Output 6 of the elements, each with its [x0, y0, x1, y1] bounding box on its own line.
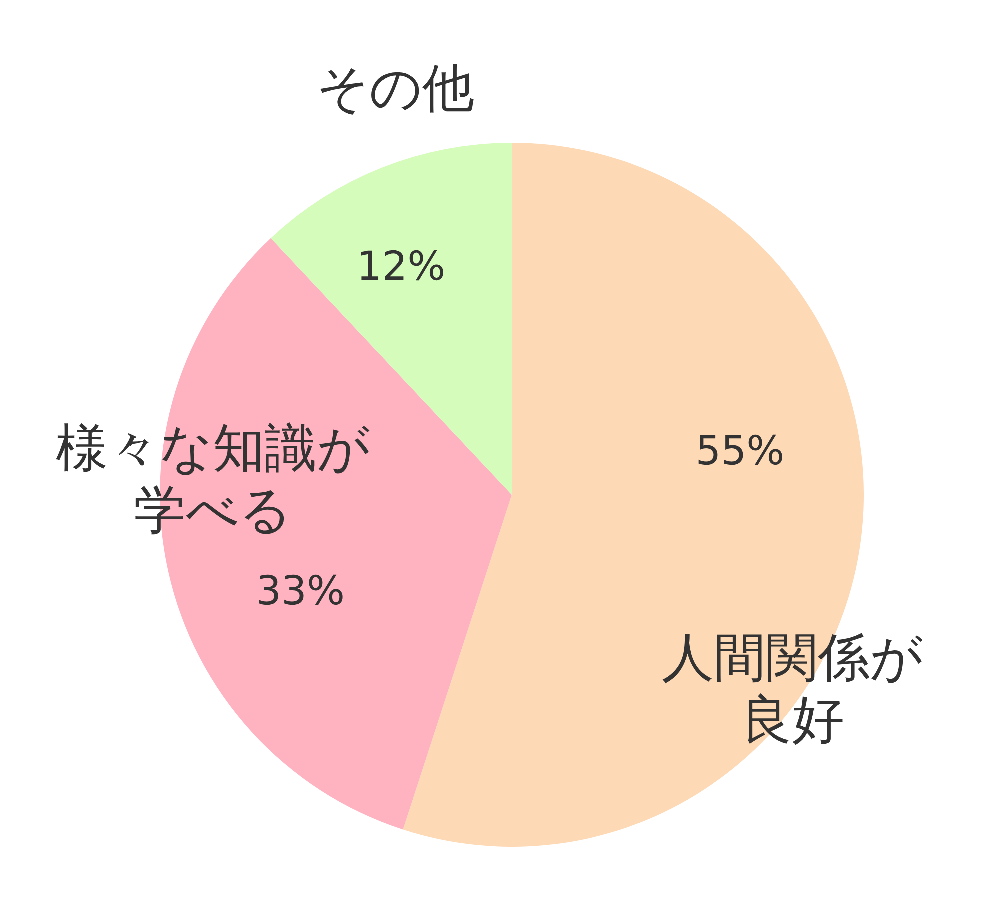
data-label: 12%: [356, 244, 446, 290]
data-label: 55%: [696, 428, 785, 474]
data-label: 33%: [256, 568, 346, 614]
slice-label: 人間関係が良好: [662, 628, 924, 751]
slice-label: その他: [316, 58, 475, 119]
slice-label: 様々な知識が学べる: [56, 419, 370, 542]
